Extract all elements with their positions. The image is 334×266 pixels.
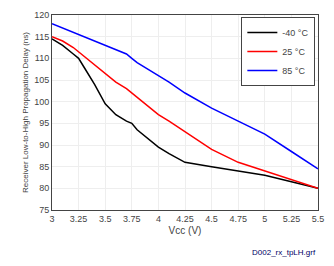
svg-text:5.25: 5.25 — [283, 214, 301, 224]
svg-text:75: 75 — [39, 205, 49, 215]
svg-text:3.25: 3.25 — [70, 214, 88, 224]
svg-text:4.75: 4.75 — [229, 214, 247, 224]
svg-text:5: 5 — [262, 214, 267, 224]
svg-text:4.25: 4.25 — [176, 214, 194, 224]
svg-text:-40 °C: -40 °C — [282, 28, 308, 38]
svg-text:Vcc (V): Vcc (V) — [169, 225, 202, 236]
svg-text:85 °C: 85 °C — [282, 66, 305, 76]
svg-text:D002_rx_tpLH.grf: D002_rx_tpLH.grf — [252, 248, 316, 257]
svg-text:100: 100 — [34, 97, 49, 107]
svg-text:3: 3 — [49, 214, 54, 224]
svg-text:120: 120 — [34, 10, 49, 20]
svg-text:25 °C: 25 °C — [282, 47, 305, 57]
svg-text:3.75: 3.75 — [123, 214, 141, 224]
svg-text:Receiver Low-to-High Propagati: Receiver Low-to-High Propagation Delay (… — [21, 32, 30, 193]
svg-text:90: 90 — [39, 140, 49, 150]
svg-text:3.5: 3.5 — [99, 214, 112, 224]
svg-text:105: 105 — [34, 75, 49, 85]
svg-text:4.5: 4.5 — [205, 214, 218, 224]
svg-text:85: 85 — [39, 162, 49, 172]
svg-text:110: 110 — [35, 53, 49, 63]
svg-text:80: 80 — [39, 183, 49, 193]
svg-text:4: 4 — [156, 214, 161, 224]
svg-text:95: 95 — [39, 118, 49, 128]
svg-text:5.5: 5.5 — [312, 214, 325, 224]
svg-text:115: 115 — [35, 32, 49, 42]
